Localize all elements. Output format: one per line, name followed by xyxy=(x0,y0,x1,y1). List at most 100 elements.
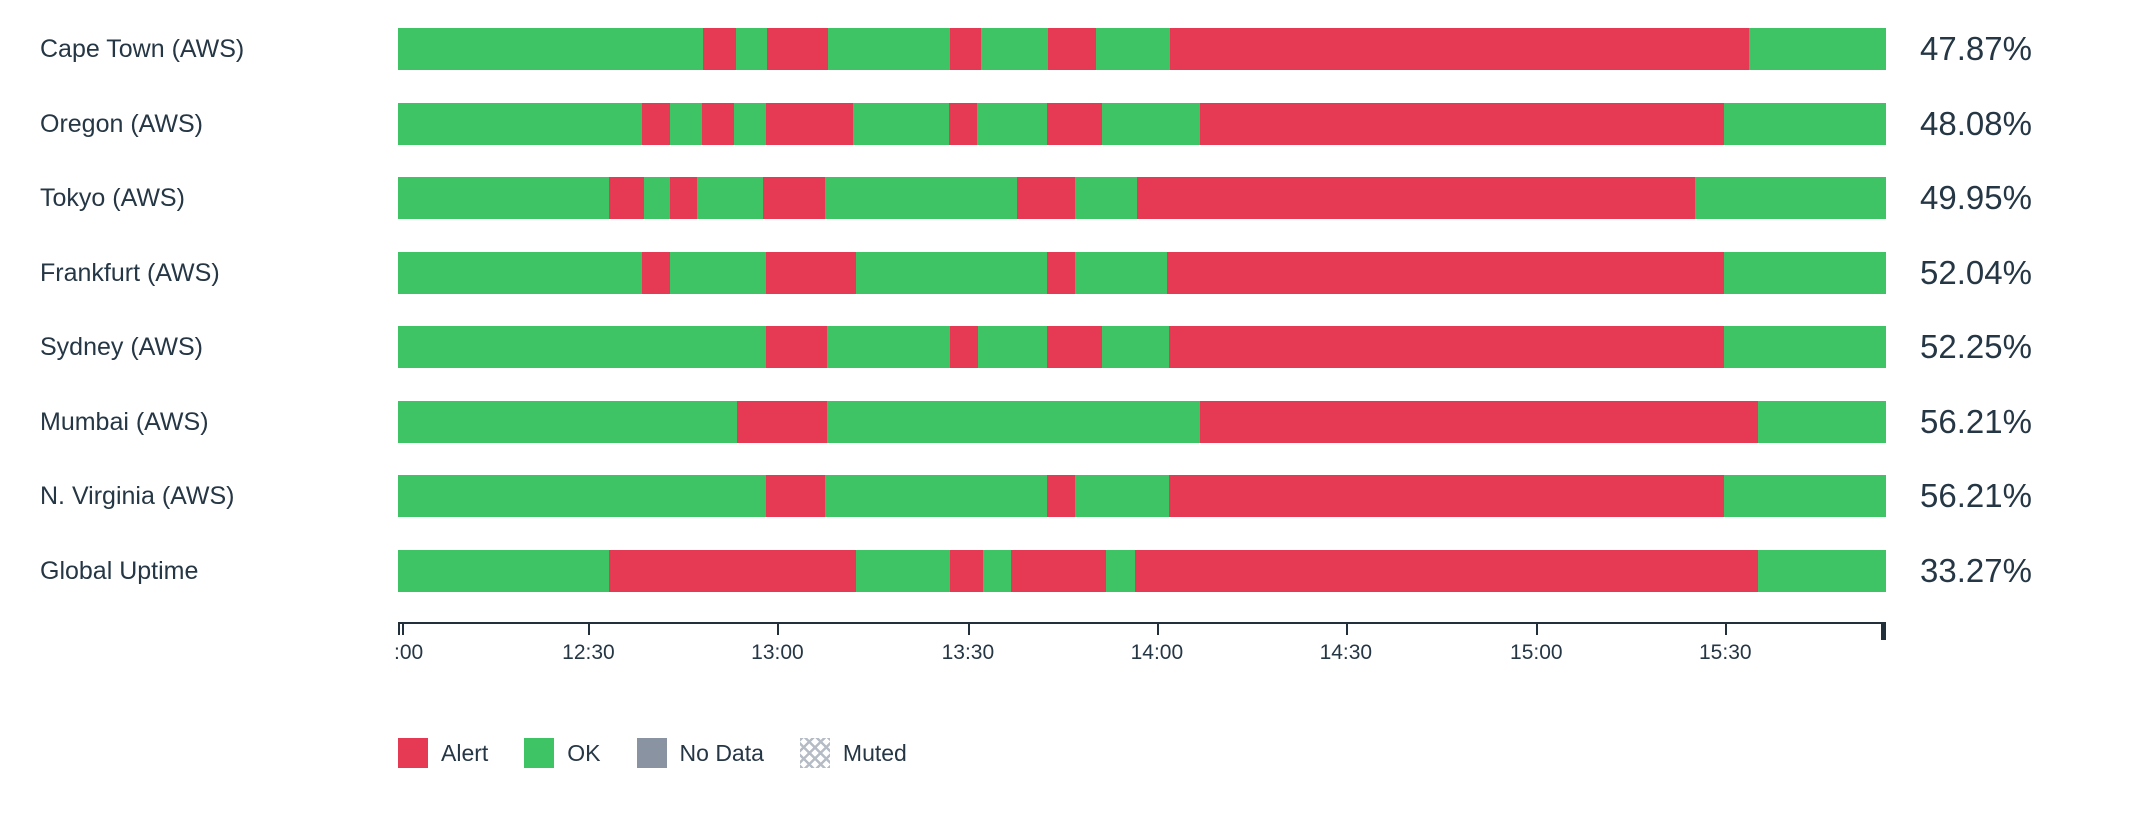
segment-alert[interactable] xyxy=(767,28,828,71)
segment-alert[interactable] xyxy=(1016,177,1075,220)
time-axis: :00 12:30 13:00 13:30 14:00 14:30 15:00 15:30 xyxy=(394,622,1886,670)
segment-ok[interactable] xyxy=(978,326,1047,369)
axis-tick xyxy=(401,624,404,635)
segment-ok[interactable] xyxy=(1075,475,1169,518)
segment-ok[interactable] xyxy=(1757,549,1886,592)
segment-ok[interactable] xyxy=(828,28,951,71)
legend-label: Muted xyxy=(842,739,907,766)
segment-alert[interactable] xyxy=(950,28,982,71)
segment-alert[interactable] xyxy=(1046,251,1075,294)
segment-alert[interactable] xyxy=(1137,177,1696,220)
segment-ok[interactable] xyxy=(398,177,610,220)
segment-alert[interactable] xyxy=(609,549,857,592)
segment-alert[interactable] xyxy=(765,251,857,294)
legend-item-ok[interactable]: OK xyxy=(524,738,601,768)
segment-ok[interactable] xyxy=(981,28,1049,71)
segment-alert[interactable] xyxy=(765,475,826,518)
segment-ok[interactable] xyxy=(1101,326,1169,369)
axis-tick-label: 14:00 xyxy=(1130,641,1184,664)
segment-ok[interactable] xyxy=(982,549,1012,592)
segment-alert[interactable] xyxy=(701,102,735,145)
segment-ok[interactable] xyxy=(735,28,767,71)
segment-ok[interactable] xyxy=(697,177,763,220)
segment-alert[interactable] xyxy=(642,102,671,145)
segment-alert[interactable] xyxy=(762,177,826,220)
segment-ok[interactable] xyxy=(1075,251,1168,294)
row-label: Global Uptime xyxy=(40,556,199,585)
segment-ok[interactable] xyxy=(670,102,702,145)
segment-alert[interactable] xyxy=(765,102,854,145)
segment-ok[interactable] xyxy=(1723,326,1886,369)
segment-ok[interactable] xyxy=(398,400,738,443)
segment-alert[interactable] xyxy=(950,549,983,592)
segment-ok[interactable] xyxy=(734,102,766,145)
axis-tick xyxy=(1156,624,1159,635)
segment-ok[interactable] xyxy=(825,475,1047,518)
segment-ok[interactable] xyxy=(398,326,766,369)
segment-alert[interactable] xyxy=(1048,28,1096,71)
legend-item-no_data[interactable]: No Data xyxy=(636,738,764,768)
status-bar xyxy=(398,400,1886,443)
status-bar xyxy=(398,549,1886,592)
segment-alert[interactable] xyxy=(642,251,671,294)
segment-ok[interactable] xyxy=(398,251,643,294)
segment-alert[interactable] xyxy=(1168,326,1724,369)
segment-ok[interactable] xyxy=(1758,400,1886,443)
segment-ok[interactable] xyxy=(398,28,704,71)
segment-alert[interactable] xyxy=(609,177,644,220)
axis-tick-label: 12:30 xyxy=(562,641,615,664)
segment-ok[interactable] xyxy=(398,102,643,145)
segment-alert[interactable] xyxy=(1167,251,1724,294)
axis-start-tick xyxy=(398,624,400,635)
segment-ok[interactable] xyxy=(1723,475,1886,518)
axis-tick-label: 13:00 xyxy=(751,641,804,664)
segment-ok[interactable] xyxy=(1095,28,1171,71)
legend-item-muted[interactable]: Muted xyxy=(799,738,907,768)
segment-alert[interactable] xyxy=(737,400,827,443)
status-bar xyxy=(398,251,1886,294)
segment-ok[interactable] xyxy=(1695,177,1886,220)
segment-ok[interactable] xyxy=(826,326,951,369)
segment-ok[interactable] xyxy=(976,102,1047,145)
uptime-row: Oregon (AWS) 48.08% xyxy=(0,87,2134,162)
segment-ok[interactable] xyxy=(856,251,1047,294)
segment-alert[interactable] xyxy=(1046,475,1076,518)
segment-alert[interactable] xyxy=(1168,475,1724,518)
segment-ok[interactable] xyxy=(1723,102,1886,145)
uptime-percentage: 48.08% xyxy=(1920,104,2032,142)
segment-ok[interactable] xyxy=(670,251,766,294)
legend-item-alert[interactable]: Alert xyxy=(398,738,488,768)
segment-alert[interactable] xyxy=(670,177,698,220)
segment-alert[interactable] xyxy=(703,28,736,71)
segment-alert[interactable] xyxy=(765,326,827,369)
segment-alert[interactable] xyxy=(1011,549,1107,592)
segment-ok[interactable] xyxy=(1723,251,1886,294)
segment-alert[interactable] xyxy=(1134,549,1758,592)
segment-ok[interactable] xyxy=(1101,102,1200,145)
segment-ok[interactable] xyxy=(825,177,1017,220)
segment-ok[interactable] xyxy=(398,475,766,518)
row-label: Mumbai (AWS) xyxy=(40,407,209,436)
legend-label: Alert xyxy=(441,739,489,766)
axis-tick xyxy=(777,624,780,635)
segment-alert[interactable] xyxy=(1199,102,1724,145)
segment-ok[interactable] xyxy=(398,549,610,592)
segment-ok[interactable] xyxy=(1074,177,1138,220)
axis-tick xyxy=(1725,624,1728,635)
segment-ok[interactable] xyxy=(643,177,671,220)
segment-alert[interactable] xyxy=(1200,400,1758,443)
segment-alert[interactable] xyxy=(1046,326,1102,369)
segment-alert[interactable] xyxy=(1046,102,1102,145)
axis-tick xyxy=(1536,624,1539,635)
segment-ok[interactable] xyxy=(826,400,1200,443)
status-bar xyxy=(398,326,1886,369)
segment-ok[interactable] xyxy=(1749,28,1886,71)
uptime-percentage: 47.87% xyxy=(1920,30,2032,68)
segment-alert[interactable] xyxy=(1170,28,1750,71)
segment-ok[interactable] xyxy=(853,102,949,145)
uptime-row: N. Virginia (AWS) 56.21% xyxy=(0,459,2134,534)
segment-alert[interactable] xyxy=(948,102,977,145)
segment-ok[interactable] xyxy=(856,549,951,592)
segment-alert[interactable] xyxy=(950,326,979,369)
segment-ok[interactable] xyxy=(1106,549,1135,592)
